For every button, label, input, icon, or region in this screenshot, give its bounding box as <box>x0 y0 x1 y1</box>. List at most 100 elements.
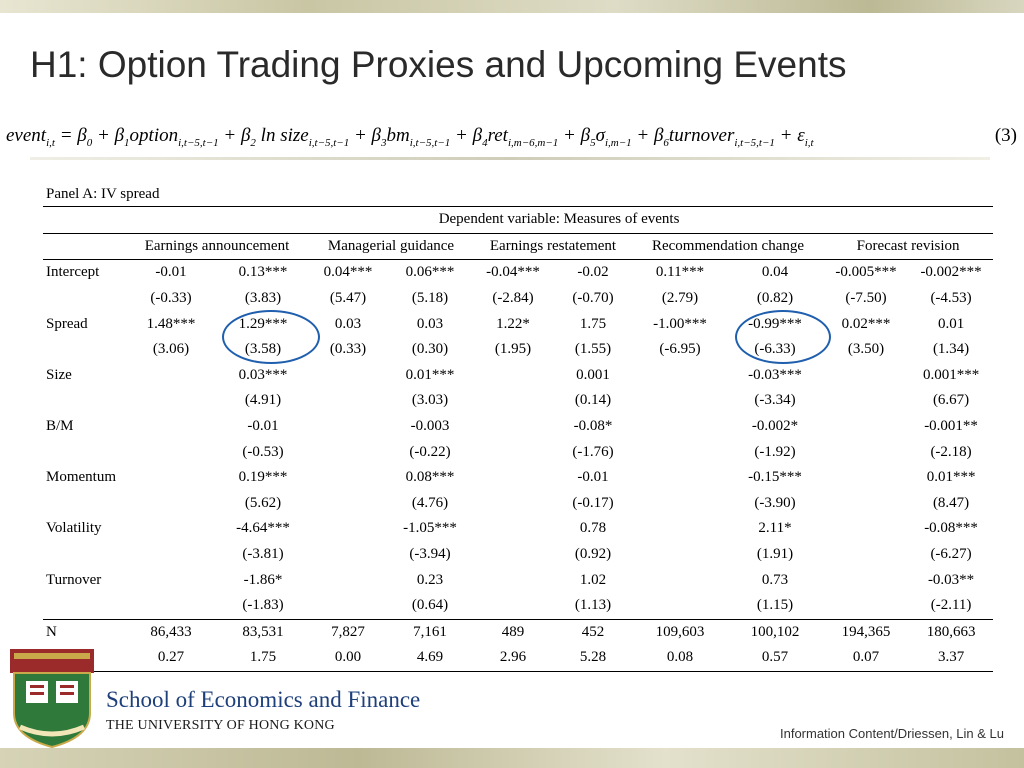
table-row: (-0.33) (3.83) (5.47) (5.18) (-2.84) (-0.70) (… <box>43 286 993 312</box>
table-cell: 0.03*** <box>238 366 288 383</box>
table-cell: (5.18) <box>411 290 449 307</box>
table-cell: (1.15) <box>756 597 794 614</box>
equation-subscript: i,t−5,t−1 <box>178 136 219 149</box>
regression-results-table: Dependent variable: Measures of events E… <box>43 206 994 672</box>
table-row: (-0.53) (-0.22) (-1.76) (-1.92) (-2.18) <box>43 439 993 465</box>
table-cell: -0.003 <box>410 418 450 435</box>
table-cell: (0.33) <box>329 341 367 358</box>
equation-subscript: i,m−6,m−1 <box>507 136 559 149</box>
equation-term: + β <box>558 125 591 146</box>
table-cell: (1.91) <box>756 546 794 563</box>
equation-subscript: 4 <box>482 136 488 149</box>
table-cell: 0.001*** <box>922 366 980 383</box>
equation-term: + β <box>631 125 664 146</box>
table-cell <box>473 388 553 414</box>
table-cell: 7,827 <box>309 618 387 646</box>
equation-number: (3) <box>994 125 1017 146</box>
row-label <box>43 388 125 414</box>
table-cell: (-1.83) <box>242 597 284 614</box>
table-cell: 0.27 <box>125 645 217 672</box>
table-cell: -0.03*** <box>748 366 802 383</box>
table-cell: (-6.95) <box>659 341 701 358</box>
table-cell: (4.76) <box>411 494 449 511</box>
equation-term: + β <box>349 125 382 146</box>
table-cell <box>823 363 909 389</box>
table-cell <box>473 593 553 619</box>
equation-subscript: i,t <box>804 136 814 149</box>
table-cell <box>309 491 387 517</box>
table-cell <box>125 465 217 491</box>
university-name: THE UNIVERSITY OF HONG KONG <box>106 718 335 733</box>
table-cell: (6.67) <box>932 392 970 409</box>
table-cell: 1.75 <box>217 645 309 672</box>
table-cell: 0.01 <box>937 315 965 332</box>
table-row: Intercept -0.01 0.13*** 0.04*** 0.06*** -0.04… <box>43 260 993 286</box>
table-cell: 0.06*** <box>405 264 455 281</box>
table-cell: (-4.53) <box>930 290 972 307</box>
table-row: B/M -0.01 -0.003 -0.08* -0.002* -0.001** <box>43 414 993 440</box>
table-cell: (-0.53) <box>242 443 284 460</box>
equation-subscript: i,m−1 <box>604 136 632 149</box>
table-cell: 0.04 <box>761 264 789 281</box>
highlight-circle-recommendation-spread <box>735 310 831 364</box>
table-cell <box>633 363 727 389</box>
equation-term: bm <box>386 125 410 146</box>
table-cell <box>125 439 217 465</box>
table-cell: -0.001** <box>924 418 978 435</box>
table-cell <box>309 593 387 619</box>
event-group-header-row: Earnings announcement Managerial guidanc… <box>43 232 994 261</box>
table-cell: (-3.94) <box>409 546 451 563</box>
table-cell: -0.08* <box>573 418 613 435</box>
table-cell: (-1.92) <box>754 443 796 460</box>
table-cell: (-6.27) <box>930 546 972 563</box>
table-cell <box>823 388 909 414</box>
equation-terms: eventi,t = β0 + β1optioni,t−5,t−1 + β2 l… <box>6 125 814 149</box>
row-label <box>43 593 125 619</box>
table-cell: 180,663 <box>909 618 994 646</box>
table-cell <box>823 491 909 517</box>
table-cell <box>473 439 553 465</box>
equation-subscript: i,t−5,t−1 <box>308 136 350 149</box>
table-cell <box>823 567 909 593</box>
table-cell: -0.005*** <box>835 264 897 281</box>
table-cell: (-3.81) <box>242 546 284 563</box>
table-cell <box>125 542 217 568</box>
table-cell: 5.28 <box>553 645 633 672</box>
row-label: Intercept <box>46 264 100 281</box>
equation-term: option <box>129 125 179 146</box>
table-cell: (-1.76) <box>572 443 614 460</box>
table-cell: (-2.11) <box>930 597 972 614</box>
equation-subscript: i,t <box>46 136 55 149</box>
table-cell: 0.23 <box>416 571 444 588</box>
table-cell <box>823 439 909 465</box>
table-row: Momentum 0.19*** 0.08*** -0.01 -0.15*** 0.01*… <box>43 465 993 491</box>
table-cell <box>633 491 727 517</box>
table-cell <box>309 516 387 542</box>
table-cell: (-2.18) <box>930 443 972 460</box>
top-decorative-band <box>0 0 1024 13</box>
table-cell <box>309 414 387 440</box>
table-row: N 86,433 83,531 7,827 7,161 489 452 109,603 100,… <box>43 618 994 646</box>
table-cell: -1.00*** <box>653 315 707 332</box>
table-cell: (0.64) <box>411 597 449 614</box>
table-cell: (3.83) <box>244 290 282 307</box>
table-cell: 0.01*** <box>405 366 455 383</box>
table-cell <box>473 465 553 491</box>
table-cell: 1.75 <box>579 315 607 332</box>
dependent-variable-header-row: Dependent variable: Measures of events <box>43 206 994 234</box>
table-cell: (5.62) <box>244 494 282 511</box>
table-cell: -1.86* <box>243 571 283 588</box>
table-row: (5.62) (4.76) (-0.17) (-3.90) (8.47) <box>43 491 993 517</box>
table-cell: 100,102 <box>727 618 823 646</box>
row-label <box>43 439 125 465</box>
table-cell: (3.03) <box>411 392 449 409</box>
group-header-earnings-announcement: Earnings announcement <box>125 232 309 261</box>
table-cell <box>473 542 553 568</box>
table-cell <box>309 388 387 414</box>
row-label: Spread <box>46 315 88 332</box>
title-divider <box>30 157 990 160</box>
table-cell: (1.95) <box>494 341 532 358</box>
table-cell: (5.47) <box>329 290 367 307</box>
table-cell: (-3.34) <box>754 392 796 409</box>
table-cell <box>633 465 727 491</box>
